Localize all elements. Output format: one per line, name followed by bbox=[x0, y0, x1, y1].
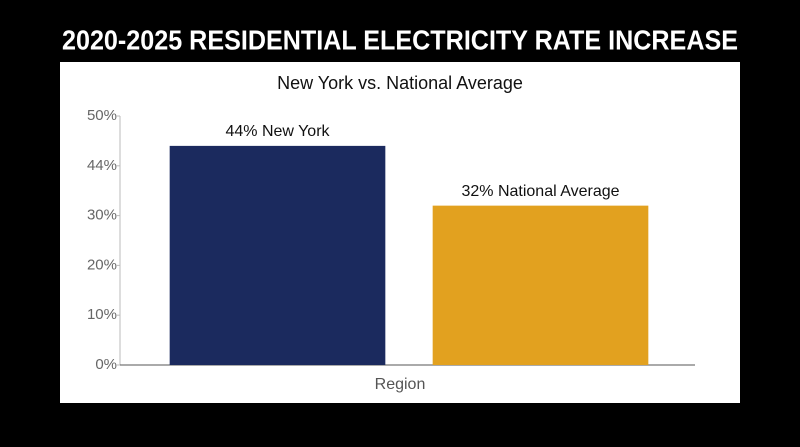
bar bbox=[432, 205, 649, 365]
chart-title: 2020-2025 RESIDENTIAL ELECTRICITY RATE I… bbox=[62, 24, 738, 55]
y-tick-label: 0% bbox=[95, 356, 117, 373]
y-tick-label: 50% bbox=[87, 107, 117, 124]
bar bbox=[169, 145, 386, 365]
y-tick-label: 44% bbox=[87, 157, 117, 174]
value-label: 44% New York bbox=[225, 123, 330, 140]
y-tick-label: 10% bbox=[87, 306, 117, 323]
x-axis-label: Region bbox=[375, 376, 426, 393]
y-tick-label: 30% bbox=[87, 207, 117, 224]
chart-subtitle: New York vs. National Average bbox=[277, 73, 523, 93]
y-tick-label: 20% bbox=[87, 256, 117, 273]
value-label: 32% National Average bbox=[461, 183, 619, 200]
